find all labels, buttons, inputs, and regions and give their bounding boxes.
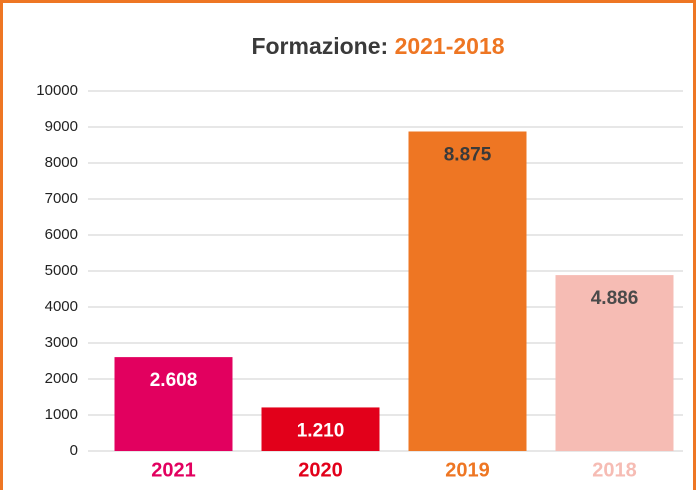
y-tick-label: 7000 bbox=[45, 190, 78, 207]
y-tick-label: 6000 bbox=[45, 226, 78, 243]
bar bbox=[114, 357, 233, 451]
y-tick-label: 2000 bbox=[45, 370, 78, 387]
bar bbox=[555, 275, 674, 451]
x-tick-label: 2019 bbox=[445, 459, 490, 481]
x-tick-label: 2020 bbox=[298, 459, 343, 481]
title-main: Formazione: bbox=[251, 33, 388, 59]
y-tick-label: 4000 bbox=[45, 298, 78, 315]
y-tick-label: 5000 bbox=[45, 262, 78, 279]
value-label: 8.875 bbox=[444, 145, 492, 166]
value-label: 4.886 bbox=[591, 288, 639, 309]
y-tick-label: 9000 bbox=[45, 118, 78, 135]
x-tick-label: 2018 bbox=[592, 459, 637, 481]
value-label: 1.210 bbox=[297, 420, 345, 441]
bar bbox=[408, 131, 527, 451]
value-label: 2.608 bbox=[150, 370, 198, 391]
x-tick-label: 2021 bbox=[151, 459, 196, 481]
y-tick-label: 3000 bbox=[45, 334, 78, 351]
y-tick-label: 10000 bbox=[36, 82, 78, 99]
bar bbox=[261, 407, 380, 451]
y-tick-label: 1000 bbox=[45, 406, 78, 423]
y-tick-label: 8000 bbox=[45, 154, 78, 171]
title-highlight: 2021-2018 bbox=[395, 33, 505, 59]
y-tick-label: 0 bbox=[70, 442, 78, 459]
chart-title: Formazione: 2021-2018 bbox=[251, 33, 504, 59]
